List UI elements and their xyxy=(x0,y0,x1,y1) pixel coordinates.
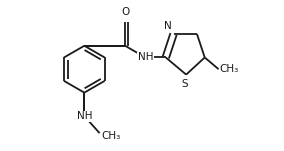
Text: CH₃: CH₃ xyxy=(220,64,239,74)
Text: S: S xyxy=(181,79,188,89)
Text: NH: NH xyxy=(77,111,92,121)
Text: O: O xyxy=(121,7,129,17)
Text: N: N xyxy=(164,21,172,31)
Text: NH: NH xyxy=(138,53,153,63)
Text: CH₃: CH₃ xyxy=(101,131,120,141)
